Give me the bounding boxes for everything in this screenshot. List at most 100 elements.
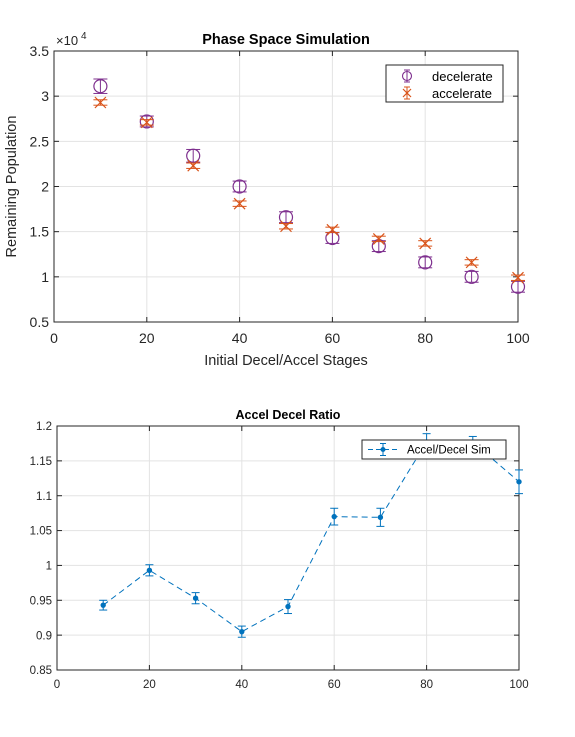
ratio-point	[330, 507, 339, 526]
accel-decel-ratio-chart: 0 20 40 60 80 100 0.85 0.9 0.95 1 1.05 1.1 1.15 1.2 Ac…	[30, 408, 529, 691]
legend-box	[385, 64, 504, 103]
y-tick-label: 1.15	[30, 456, 52, 468]
accelerate-point	[279, 220, 293, 233]
x-tick-label: 20	[139, 330, 155, 346]
dot-marker	[516, 479, 522, 485]
y-tick-label: 1.05	[30, 526, 52, 538]
x-tick-label: 0	[54, 679, 60, 691]
chart-title: Phase Space Simulation	[202, 32, 370, 48]
legend: Accel/Decel Sim	[361, 439, 507, 460]
series-decelerate	[93, 78, 526, 294]
legend-circle-marker	[401, 70, 413, 82]
legend-dot-marker	[380, 447, 386, 452]
y-tick-label: 3.5	[30, 43, 50, 59]
phase-space-chart: 0 20 40 60 80 100 0.5 1 1.5 2 2.5 3 3.5 Phase Space S…	[4, 31, 530, 369]
y-tick-label: 1.1	[36, 491, 52, 503]
y-tick-label: 1.5	[30, 224, 50, 240]
x-axis-label: Initial Decel/Accel Stages	[204, 353, 368, 369]
series-accelerate	[93, 96, 525, 284]
plot-area	[57, 426, 519, 670]
legend-box	[361, 439, 507, 460]
legend-entry: decelerate	[401, 69, 493, 84]
accelerate-point	[139, 116, 154, 129]
x-tick-label: 80	[420, 679, 433, 691]
y-exponent-power: 4	[81, 31, 87, 42]
circle-marker	[232, 179, 247, 194]
dot-marker	[100, 602, 106, 608]
accelerate-point	[418, 237, 433, 250]
ratio-point	[99, 599, 108, 611]
dot-marker	[239, 628, 245, 635]
dot-marker	[285, 603, 291, 610]
accelerate-point	[371, 232, 386, 245]
y-tick-label: 1.2	[36, 421, 52, 433]
ratio-point	[237, 625, 246, 638]
x-marker-stroke	[94, 96, 107, 109]
chart-title: Accel Decel Ratio	[236, 408, 341, 422]
accelerate-point	[186, 159, 201, 172]
ratio-point	[376, 507, 385, 527]
decelerate-point	[464, 269, 479, 284]
x-marker-stroke	[187, 159, 200, 172]
y-axis-label: Remaining Population	[4, 116, 20, 258]
dot-marker	[146, 567, 153, 574]
x-marker-stroke	[326, 223, 339, 236]
decelerate-point	[93, 78, 108, 94]
x-marker-stroke	[140, 116, 153, 129]
legend-label: Accel/Decel Sim	[407, 445, 491, 457]
dot-marker	[331, 513, 337, 520]
x-tick-label: 80	[417, 330, 433, 346]
accelerate-point	[511, 271, 525, 284]
x-marker-stroke	[465, 256, 478, 269]
accelerate-point	[325, 223, 340, 236]
y-tick-label: 2	[41, 179, 49, 195]
y-tick-label: 0.5	[30, 314, 50, 330]
y-tick-label: 0.9	[36, 630, 52, 642]
circle-marker	[139, 114, 154, 129]
y-tick-label: 2.5	[30, 133, 50, 149]
y-tick-label: 0.95	[30, 595, 52, 607]
dot-marker	[377, 514, 384, 521]
x-tick-label: 100	[509, 679, 528, 691]
circle-marker	[93, 79, 108, 94]
x-tick-label: 40	[235, 679, 248, 691]
legend-label: decelerate	[432, 69, 493, 84]
ratio-point	[145, 564, 154, 577]
decelerate-point	[232, 179, 247, 194]
x-marker-stroke	[512, 271, 524, 284]
x-marker-stroke	[419, 237, 432, 250]
legend: decelerate accelerate	[385, 64, 504, 103]
decelerate-point	[510, 279, 526, 294]
x-tick-label: 20	[143, 679, 156, 691]
accelerate-point	[93, 96, 108, 109]
circle-marker	[186, 148, 201, 163]
legend-label: accelerate	[432, 86, 492, 101]
x-tick-label: 40	[232, 330, 248, 346]
ratio-point	[284, 599, 292, 615]
x-marker-stroke	[402, 88, 412, 98]
x-marker-stroke	[280, 220, 292, 233]
x-tick-label: 60	[328, 679, 341, 691]
x-tick-label: 60	[325, 330, 341, 346]
y-tick-label: 1	[41, 269, 49, 285]
y-exponent-base: ×10	[56, 33, 78, 48]
ratio-point	[515, 469, 523, 495]
accelerate-point	[232, 197, 247, 210]
x-marker-stroke	[233, 197, 246, 210]
x-tick-label: 100	[506, 330, 530, 346]
circle-marker	[418, 255, 433, 270]
x-marker-stroke	[372, 232, 385, 245]
ratio-point	[191, 592, 200, 605]
decelerate-point	[418, 255, 433, 270]
legend-entry: accelerate	[402, 86, 492, 101]
x-tick-label: 0	[50, 330, 58, 346]
accelerate-point	[464, 256, 479, 269]
y-tick-label: 3	[41, 88, 49, 104]
legend-entry: Accel/Decel Sim	[368, 443, 491, 457]
dot-marker	[192, 595, 199, 601]
decelerate-point	[186, 148, 201, 163]
y-tick-label: 1	[46, 561, 52, 573]
axes-box	[53, 50, 519, 323]
circle-marker	[464, 269, 479, 284]
